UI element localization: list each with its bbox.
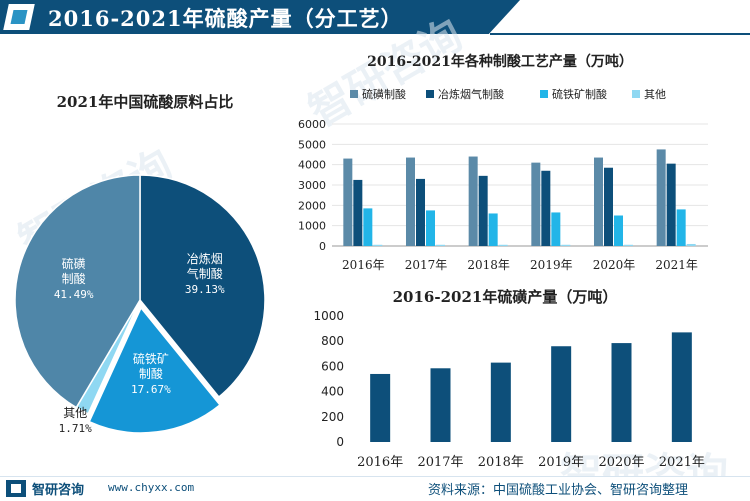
footer-logo-icon [6, 480, 26, 497]
bar [551, 346, 572, 442]
x-tick-label: 2017年 [405, 258, 448, 272]
pie-title: 2021年中国硫酸原料占比 [57, 93, 234, 111]
y-tick-label: 1000 [298, 220, 326, 233]
pie-slice-label: 制酸 [139, 366, 163, 381]
legend-label: 硫铁矿制酸 [552, 87, 607, 101]
legend-swatch [426, 90, 434, 98]
bar [531, 162, 541, 246]
bar [498, 244, 508, 246]
grouped-bar-title: 2016-2021年各种制酸工艺产量（万吨） [367, 53, 633, 70]
y-tick-label: 5000 [298, 138, 326, 151]
x-tick-label: 2016年 [342, 258, 385, 272]
x-tick-label: 2019年 [538, 455, 584, 470]
bar [373, 244, 383, 246]
footer-source: 资料来源：中国硫酸工业协会、智研咨询整理 [428, 483, 689, 498]
legend-label: 其他 [644, 88, 666, 101]
bar [541, 170, 551, 246]
bar [614, 215, 623, 246]
pie-slice-label: 其他 [63, 406, 87, 420]
page-title: 2016-2021年硫酸产量（分工艺） [48, 6, 403, 31]
bar [426, 210, 435, 246]
y-tick-label: 4000 [298, 159, 326, 172]
header-background [0, 0, 520, 34]
legend-swatch [632, 90, 640, 98]
legend-swatch [540, 90, 548, 98]
y-tick-label: 400 [321, 385, 344, 399]
header-divider [490, 33, 750, 35]
pie-slice [14, 174, 141, 409]
y-tick-label: 0 [319, 240, 326, 253]
footer-brand: 智研咨询 [32, 483, 85, 498]
x-tick-label: 2018年 [478, 455, 524, 470]
y-tick-label: 200 [321, 410, 344, 424]
x-tick-label: 2018年 [467, 258, 510, 272]
x-tick-label: 2016年 [357, 455, 403, 470]
pie-slice-label: 硫铁矿 [133, 351, 169, 366]
bar [611, 343, 632, 442]
y-tick-label: 0 [336, 435, 344, 449]
charts-canvas: 2021年中国硫酸原料占比冶炼烟气制酸39.13%硫铁矿制酸17.67%其他1.… [14, 53, 708, 470]
x-tick-label: 2017年 [417, 455, 463, 470]
bar [416, 178, 425, 246]
pie-slice [139, 174, 266, 399]
pie-slice-label: 冶炼烟 [187, 251, 223, 266]
bar [656, 149, 666, 246]
bar [604, 167, 613, 246]
y-tick-label: 6000 [298, 118, 326, 131]
footer: 智研咨询 www.chyxx.com 资料来源：中国硫酸工业协会、智研咨询整理 [0, 476, 750, 501]
bar [594, 157, 603, 246]
bar [343, 158, 353, 246]
pie-slice-value: 39.13% [185, 283, 225, 296]
bar [363, 208, 373, 246]
y-tick-label: 3000 [298, 179, 326, 192]
legend-label: 冶炼烟气制酸 [438, 87, 504, 101]
pie-slice-label: 气制酸 [187, 266, 223, 281]
pie-slice-label: 制酸 [62, 271, 86, 286]
header-bar: 2016-2021年硫酸产量（分工艺） [0, 0, 750, 35]
x-tick-label: 2020年 [593, 258, 636, 272]
bar [624, 244, 633, 246]
legend-label: 硫磺制酸 [362, 87, 406, 101]
legend-swatch [350, 90, 358, 98]
bar [676, 209, 686, 246]
pie-slice-label: 硫磺 [62, 256, 86, 271]
bar [490, 362, 511, 442]
bar [686, 243, 696, 246]
x-tick-label: 2019年 [530, 258, 573, 272]
y-tick-label: 800 [321, 334, 344, 348]
bar [406, 157, 415, 246]
bar [436, 244, 445, 246]
bar [353, 179, 363, 246]
y-tick-label: 600 [321, 359, 344, 373]
pie-slice-value: 1.71% [59, 422, 92, 435]
bar [468, 156, 478, 246]
sulfur-bar-title: 2016-2021年硫磺产量（万吨） [393, 288, 618, 306]
x-tick-label: 2020年 [598, 455, 644, 470]
bar [488, 213, 498, 246]
pie-slice-value: 17.67% [131, 383, 171, 396]
x-tick-label: 2021年 [659, 455, 705, 470]
y-tick-label: 2000 [298, 199, 326, 212]
bar [478, 175, 488, 246]
pie-slice [88, 306, 221, 434]
footer-url: www.chyxx.com [108, 481, 195, 494]
y-tick-label: 1000 [313, 309, 344, 323]
pie-slice-value: 41.49% [54, 288, 94, 301]
x-tick-label: 2021年 [655, 258, 698, 272]
bar [671, 332, 692, 442]
bar [666, 163, 676, 246]
bar [561, 244, 571, 246]
bar [430, 368, 451, 442]
bar [370, 373, 391, 442]
bar [551, 212, 561, 246]
